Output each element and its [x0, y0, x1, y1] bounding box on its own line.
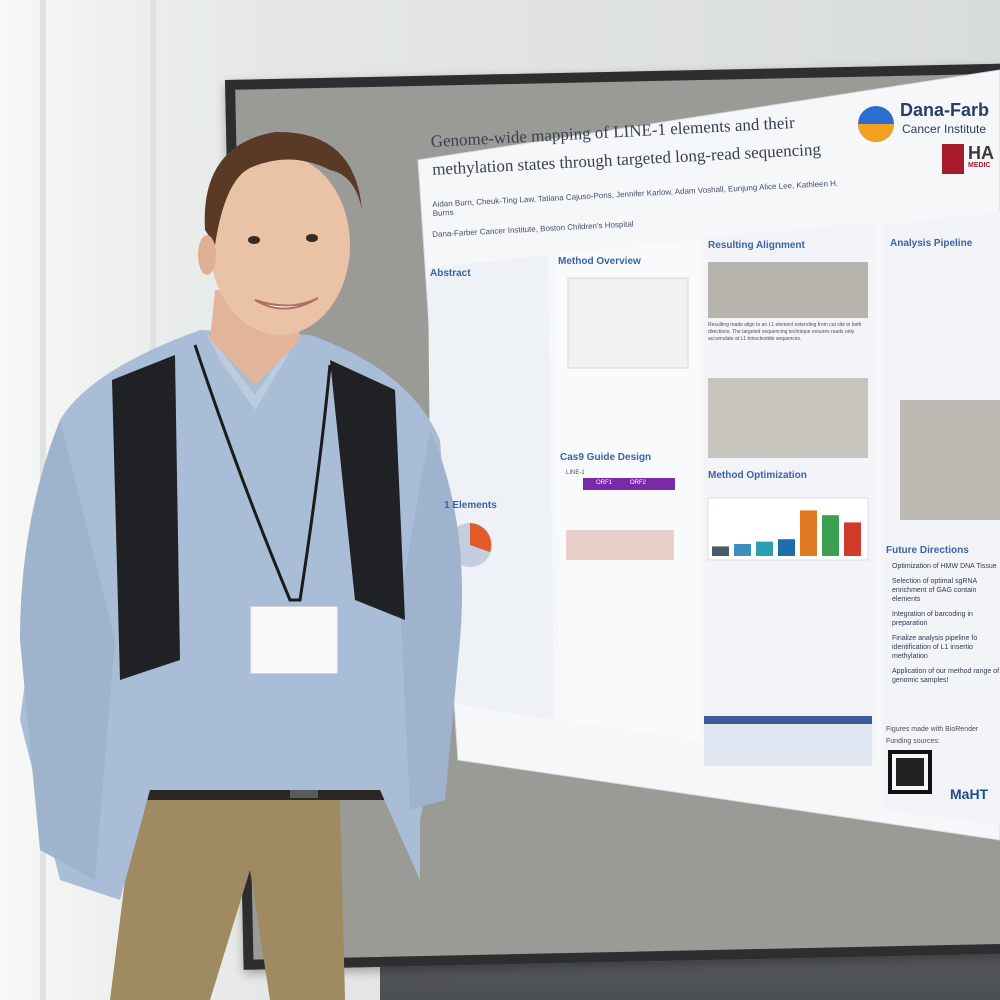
method-diagram: [567, 277, 689, 369]
funding-label: Funding sources:: [886, 738, 940, 745]
chart-bar: [844, 522, 861, 556]
section-cas9-guide-design: Cas9 Guide Design: [560, 452, 652, 463]
pipeline-reads: [900, 400, 1000, 520]
guide-table: [566, 530, 674, 560]
left-arm: [20, 420, 115, 880]
chart-bar: [712, 546, 729, 556]
results-table: [704, 716, 872, 766]
chart-bar: [800, 510, 817, 556]
section-analysis-pipeline: Analysis Pipeline: [890, 238, 973, 249]
future-item: Integration of barcoding in preparation: [892, 611, 973, 627]
future-item: Finalize analysis pipeline fo identifica…: [892, 635, 978, 660]
lanyard: [193, 344, 332, 602]
section-method-overview: Method Overview: [558, 256, 641, 267]
orf1-label: ORF1: [596, 480, 613, 486]
results-column: [704, 222, 876, 760]
alignment-reads: [708, 262, 868, 318]
alignment-note: Resulting reads align to an L1 element e…: [708, 322, 862, 342]
harvard-name: HA: [968, 143, 994, 163]
section-abstract: Abstract: [430, 268, 471, 279]
figures-note: Figures made with BioRender: [886, 726, 979, 733]
line1-orf-bar: [583, 478, 675, 490]
collar: [205, 330, 300, 410]
eye-left: [248, 236, 260, 244]
chart-bar: [734, 544, 751, 556]
eye-right: [306, 234, 318, 242]
hair: [204, 131, 362, 245]
section-method-optimization: Method Optimization: [708, 470, 807, 481]
future-item: Selection of optimal sgRNA enrichment of…: [892, 578, 977, 603]
orf2-label: ORF2: [630, 480, 647, 486]
results-table-header: [704, 716, 872, 724]
section-resulting-alignment: Resulting Alignment: [708, 240, 805, 251]
harvard-shield: [942, 144, 964, 174]
pie-slice: [470, 523, 492, 552]
future-item: Optimization of HMW DNA Tissue: [892, 563, 997, 570]
name-badge: [250, 606, 338, 674]
backpack-strap-right: [330, 360, 405, 620]
ear: [198, 235, 216, 275]
chart-bar: [822, 515, 839, 556]
pants: [110, 800, 345, 1000]
smile: [254, 297, 319, 310]
section-future-directions: Future Directions: [886, 545, 969, 556]
backpack-strap-left: [112, 355, 180, 680]
alignment-reads-2: [708, 378, 868, 458]
future-item: Application of our method range of genom…: [892, 668, 1000, 684]
future-directions-list: Optimization of HMW DNA Tissue Selection…: [892, 562, 1000, 685]
right-arm: [400, 430, 462, 810]
harvard-sub: MEDIC: [968, 162, 991, 169]
dana-farber-name: Dana-Farb: [900, 100, 990, 120]
chart-bar: [756, 541, 773, 556]
face: [210, 155, 350, 335]
line1-label: LINE-1: [566, 470, 585, 476]
dana-farber-sub: Cancer Institute: [902, 122, 987, 136]
chart-bar: [778, 539, 795, 556]
optimization-chart: [707, 497, 869, 561]
maht-logo: MaHT: [950, 786, 989, 802]
section-l1-elements: 1 Elements: [444, 500, 497, 511]
